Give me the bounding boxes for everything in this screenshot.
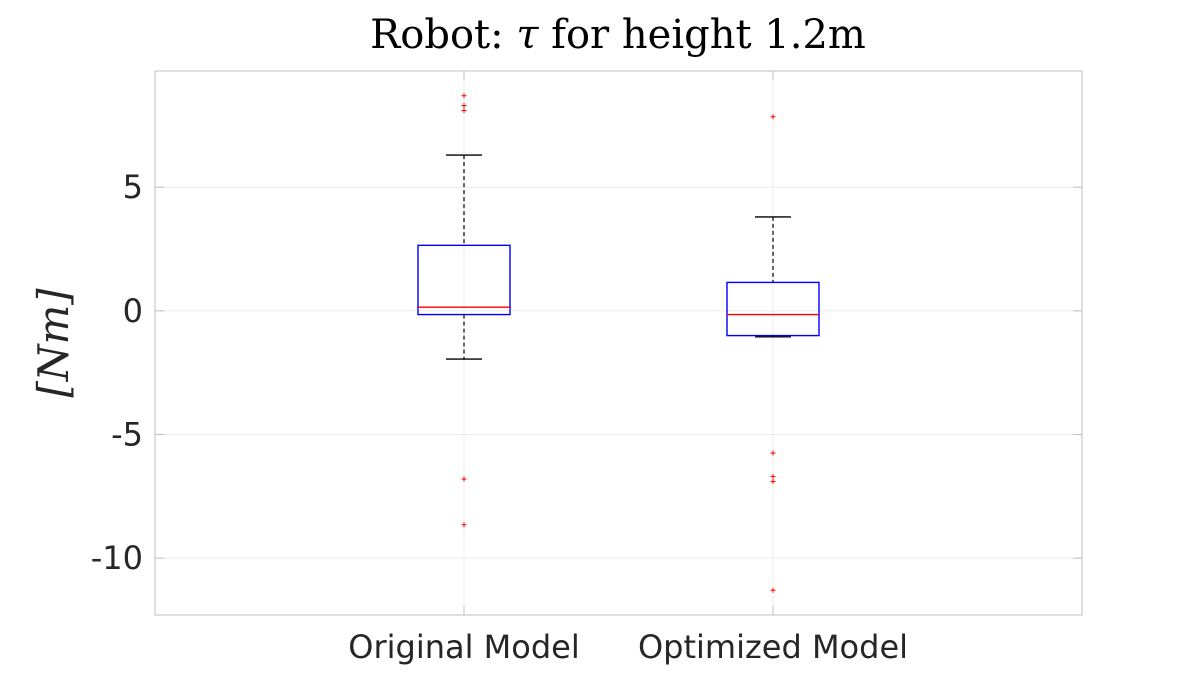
- chart-title-suffix: for height 1.2m: [551, 12, 866, 58]
- y-tick-label-2: -5: [111, 415, 143, 453]
- box-1: [726, 281, 820, 337]
- x-tick-label-1: Optimized Model: [638, 628, 908, 666]
- y-tick-label-1: 0: [123, 292, 143, 330]
- plot-area-frame: [154, 70, 1083, 616]
- box-0: [417, 244, 511, 316]
- y-tick-label-0: 5: [123, 168, 143, 206]
- x-tick-label-0: Original Model: [348, 628, 579, 666]
- chart-title-tau: τ: [516, 12, 539, 58]
- y-axis-ticks: 5 0 -5 -10: [91, 168, 1082, 577]
- boxes-group: [417, 93, 820, 593]
- y-axis-label: [Nm]: [29, 288, 78, 398]
- x-axis-ticks: Original Model Optimized Model: [348, 71, 908, 666]
- chart-title-prefix: Robot:: [370, 12, 503, 58]
- y-tick-label-3: -10: [91, 539, 143, 577]
- grid-lines: [155, 71, 1082, 615]
- chart-title: Robot: τ for height 1.2m: [370, 12, 866, 58]
